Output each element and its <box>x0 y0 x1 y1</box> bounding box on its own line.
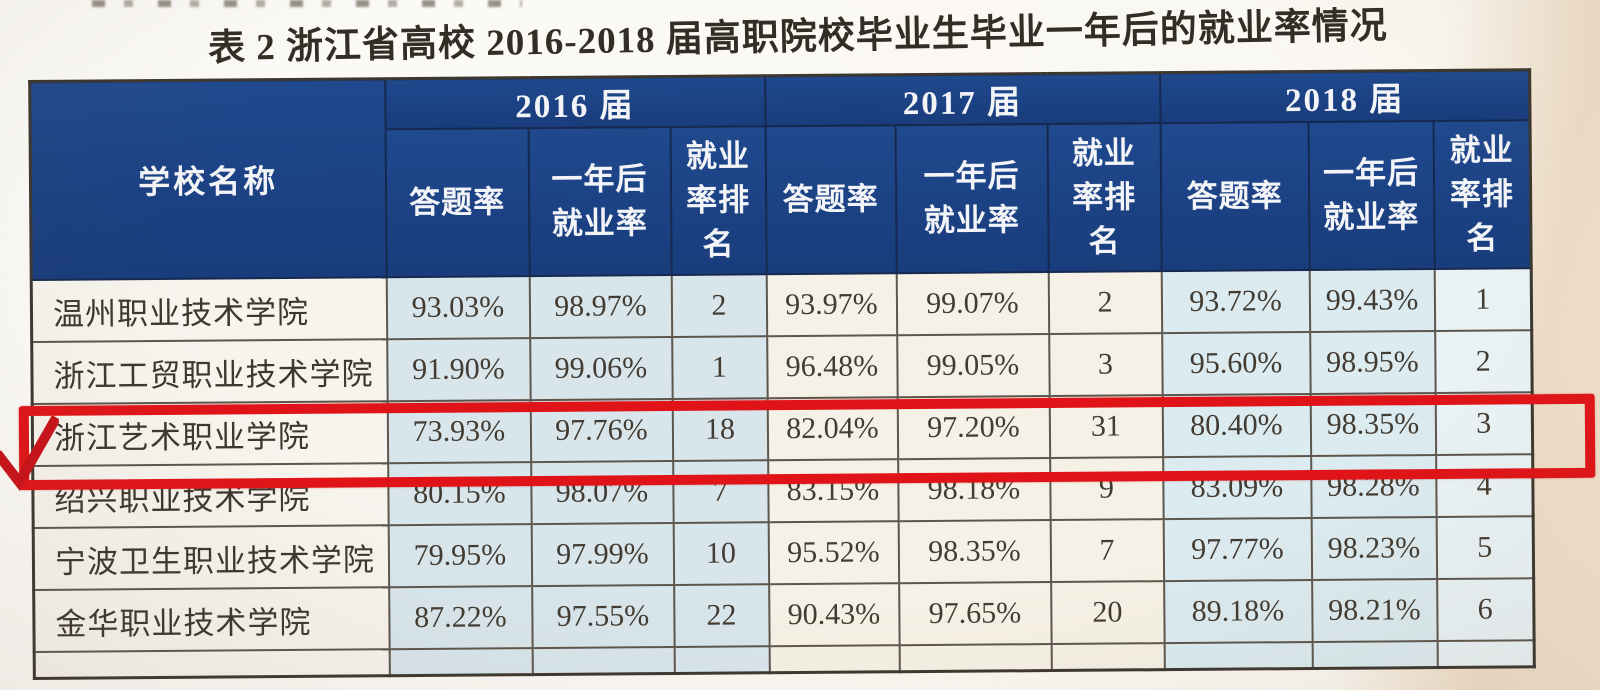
sub-header-rank: 就业 率排 名 <box>1433 120 1532 270</box>
sub-header-employment-rate: 一年后 就业率 <box>1308 121 1435 270</box>
value-cell: 5 <box>1436 516 1534 580</box>
value-cell: 95.60% <box>1161 331 1311 396</box>
value-cell: 98.35% <box>898 520 1051 584</box>
value-cell: 97.99% <box>531 523 674 587</box>
value-cell: 2 <box>1434 330 1533 394</box>
sub-header-rank: 就业 率排 名 <box>670 126 767 276</box>
value-cell: 89.18% <box>1163 579 1313 644</box>
checkmark-icon <box>0 415 60 492</box>
highlight-red-box <box>18 393 1596 491</box>
value-cell: 99.05% <box>896 334 1050 398</box>
school-name-cell: 浙江工贸职业技术学院 <box>31 339 388 405</box>
table-row: 温州职业技术学院 93.03% 98.97% 2 93.97% 99.07% 2 93.72%… <box>31 268 1532 343</box>
value-cell: 98.23% <box>1311 517 1437 580</box>
value-cell: 79.95% <box>388 524 532 588</box>
value-cell: 7 <box>1050 519 1164 583</box>
value-cell: 20 <box>1050 581 1165 645</box>
table-header: 学校名称 2016 届 2017 届 2018 届 答题率 一年后 就业率 就业… <box>29 69 1532 281</box>
value-cell: 22 <box>673 584 770 647</box>
value-cell: 1 <box>671 336 768 400</box>
value-cell: 96.48% <box>766 335 898 399</box>
value-cell: 10 <box>673 522 769 586</box>
table-title: 表 2 浙江省高校 2016-2018 届高职院校毕业生毕业一年后的就业率情况 <box>207 5 1389 70</box>
value-cell: 1 <box>1434 268 1532 332</box>
school-column-header: 学校名称 <box>29 78 387 281</box>
value-cell: 98.97% <box>529 275 672 339</box>
value-cell: 2 <box>671 274 767 338</box>
table-row: 宁波卫生职业技术学院 79.95% 97.99% 10 95.52% 98.35% 7 97.… <box>33 516 1534 591</box>
sub-header-answer-rate: 答题率 <box>385 128 530 278</box>
value-cell: 2 <box>1048 271 1162 335</box>
value-cell: 99.43% <box>1309 269 1435 332</box>
table-row: 金华职业技术学院 87.22% 97.55% 22 90.43% 97.65% 20 89.1… <box>33 578 1535 653</box>
table-area: 学校名称 2016 届 2017 届 2018 届 答题率 一年后 就业率 就业… <box>0 68 1596 680</box>
value-cell: 3 <box>1048 333 1163 397</box>
value-cell: 99.06% <box>529 337 673 401</box>
school-name-cell: 宁波卫生职业技术学院 <box>33 525 389 591</box>
value-cell: 99.07% <box>896 272 1049 336</box>
year-group-2018: 2018 届 <box>1159 69 1531 124</box>
year-group-2016: 2016 届 <box>384 75 766 130</box>
value-cell: 97.55% <box>531 585 675 649</box>
value-cell: 93.03% <box>386 276 530 340</box>
sub-header-rank: 就业 率排 名 <box>1047 123 1162 273</box>
sub-header-answer-rate: 答题率 <box>765 125 897 275</box>
cropped-text-fragment <box>92 0 522 7</box>
school-name-cell: 温州职业技术学院 <box>31 277 387 343</box>
sub-header-answer-rate: 答题率 <box>1160 122 1310 272</box>
value-cell: 93.97% <box>766 273 897 337</box>
school-name-cell: 金华职业技术学院 <box>33 587 390 653</box>
sub-header-employment-rate: 一年后 就业率 <box>895 124 1049 274</box>
value-cell: 6 <box>1436 578 1535 642</box>
employment-rate-table: 学校名称 2016 届 2017 届 2018 届 答题率 一年后 就业率 就业… <box>28 68 1536 680</box>
value-cell: 91.90% <box>386 338 531 402</box>
value-cell: 95.52% <box>768 521 899 585</box>
value-cell: 93.72% <box>1161 269 1310 334</box>
value-cell: 98.21% <box>1311 579 1438 642</box>
value-cell: 87.22% <box>388 586 533 650</box>
value-cell: 97.65% <box>898 582 1052 646</box>
value-cell: 90.43% <box>768 583 900 647</box>
value-cell: 97.77% <box>1163 517 1312 582</box>
year-group-2017: 2017 届 <box>764 72 1161 127</box>
table-row: 浙江工贸职业技术学院 91.90% 99.06% 1 96.48% 99.05% 3 95.6… <box>31 330 1533 405</box>
sub-header-employment-rate: 一年后 就业率 <box>528 127 672 277</box>
value-cell: 98.95% <box>1309 331 1436 394</box>
